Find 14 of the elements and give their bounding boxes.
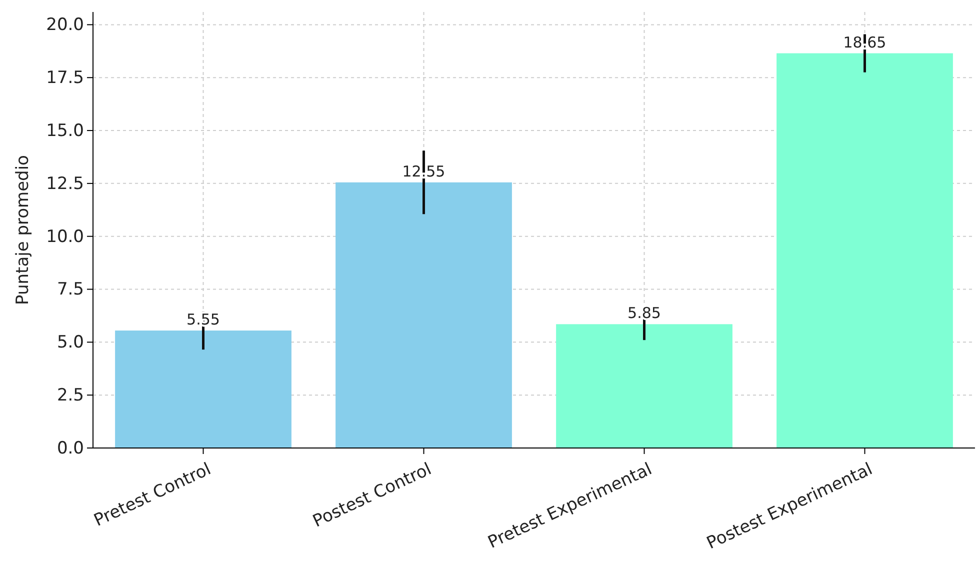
y-tick-label: 12.5	[46, 174, 84, 194]
y-tick-label: 5.0	[56, 332, 84, 353]
bar	[776, 53, 953, 448]
bar	[556, 324, 732, 448]
y-tick-label: 2.5	[56, 386, 84, 406]
y-tick-label: 0.0	[56, 438, 84, 458]
y-tick-label: 17.5	[46, 68, 84, 88]
y-tick-label: 7.5	[56, 280, 84, 300]
bar	[115, 330, 292, 448]
bar	[336, 182, 512, 448]
y-tick-label: 20.0	[46, 15, 84, 36]
y-tick-label: 15.0	[46, 120, 84, 141]
y-tick-label: 10.0	[46, 226, 84, 247]
y-axis-title: Puntaje promedio	[13, 155, 33, 305]
